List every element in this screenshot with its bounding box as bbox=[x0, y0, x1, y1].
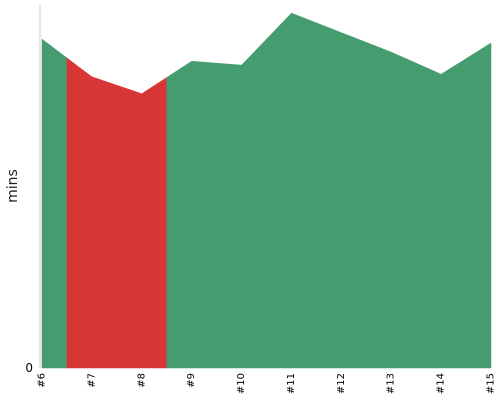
x-tick-label: #9 bbox=[186, 373, 197, 388]
y-axis-ticks: 0 bbox=[25, 361, 33, 375]
x-axis-ticks: #6 #7 #8 #9 #10 #11 #12 #13 #14 #15 bbox=[37, 373, 497, 394]
x-tick-label: #12 bbox=[336, 373, 347, 394]
x-tick-label: #10 bbox=[236, 373, 247, 394]
x-tick-label: #11 bbox=[286, 373, 297, 394]
x-tick-label: #15 bbox=[486, 373, 497, 394]
x-tick-label: #7 bbox=[86, 373, 97, 388]
x-tick-label: #6 bbox=[37, 373, 48, 388]
x-tick-label: #13 bbox=[386, 373, 397, 394]
y-axis-title: mins bbox=[5, 169, 21, 203]
x-tick-label: #8 bbox=[136, 373, 147, 388]
area-segment-normal bbox=[41, 38, 68, 369]
area-series bbox=[41, 12, 492, 369]
y-tick-label: 0 bbox=[25, 361, 33, 375]
area-segment-highlight bbox=[66, 57, 167, 369]
x-tick-label: #14 bbox=[436, 373, 447, 394]
area-segment-normal bbox=[166, 12, 492, 369]
